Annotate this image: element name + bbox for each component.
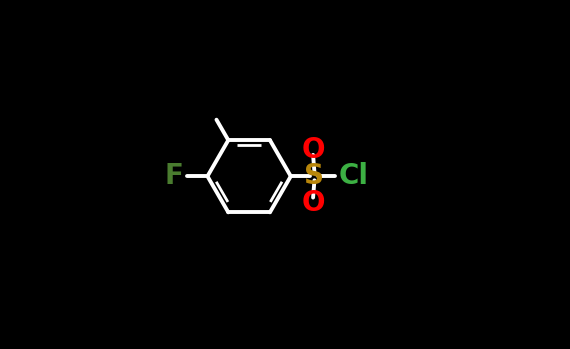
Text: S: S [304, 162, 324, 190]
Text: O: O [302, 189, 325, 217]
Text: Cl: Cl [339, 162, 369, 190]
Text: F: F [164, 162, 183, 190]
Text: O: O [302, 136, 325, 164]
